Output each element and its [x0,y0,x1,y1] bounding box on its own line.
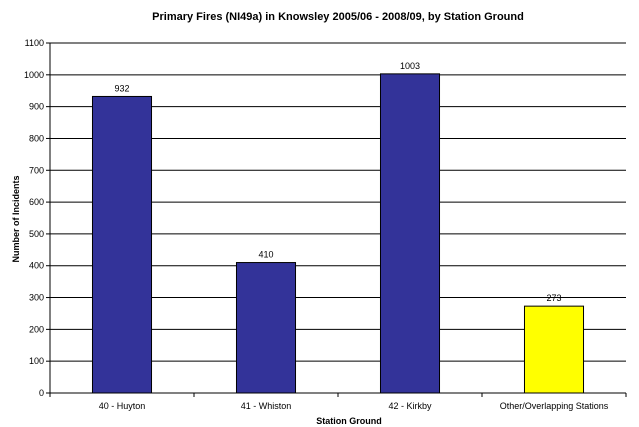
y-tick-label: 300 [29,293,44,303]
y-tick-label: 1000 [24,70,44,80]
y-tick-label: 1100 [25,38,44,48]
bar [235,262,297,394]
bar [379,73,441,394]
x-tick-label: 41 - Whiston [241,401,292,411]
x-tick-labels: 40 - Huyton 41 - Whiston 42 - Kirkby Other/… [49,393,627,411]
data-label: 410 [258,250,273,260]
y-tick-label: 400 [29,261,44,271]
y-tick-label: 500 [29,229,44,239]
x-tick-label: Other/Overlapping Stations [500,401,609,411]
data-labels: 932 410 1003 273 [114,61,561,303]
data-label: 932 [114,83,129,93]
y-tick-label: 600 [29,197,44,207]
y-tick-label: 200 [29,324,44,334]
data-label: 1003 [400,61,420,71]
bar [523,305,585,394]
y-tick-label: 900 [29,102,44,112]
y-tick-labels: 0 100 200 300 400 500 600 700 800 900 1000 1100 [24,38,50,398]
y-tick-label: 800 [29,133,44,143]
bars [91,73,585,394]
x-tick-label: 40 - Huyton [99,401,146,411]
x-axis-title: Station Ground [316,416,382,426]
chart-title: Primary Fires (NI49a) in Knowsley 2005/0… [152,11,524,23]
bar [91,95,153,394]
y-tick-label: 700 [29,165,44,175]
y-axis-title: Number of Incidents [11,175,21,262]
y-tick-label: 100 [29,356,44,366]
y-tick-label: 0 [39,388,44,398]
data-label: 273 [546,293,561,303]
x-tick-label: 42 - Kirkby [388,401,432,411]
